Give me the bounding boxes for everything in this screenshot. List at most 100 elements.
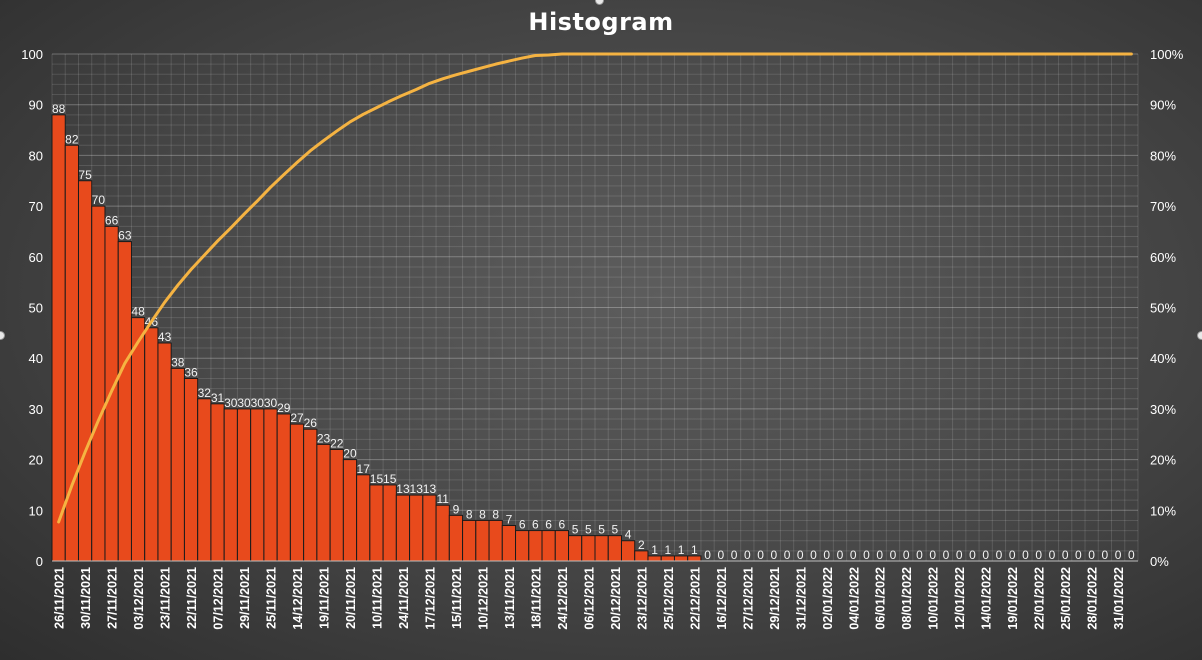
data-label: 30 (264, 396, 278, 410)
data-label: 0 (1088, 548, 1095, 562)
bar (488, 519, 503, 562)
data-label: 0 (1009, 548, 1016, 562)
data-label: 31 (211, 391, 225, 405)
chart-title: Histogram (528, 8, 674, 36)
bar (117, 241, 132, 562)
bar (157, 342, 172, 562)
data-label: 0 (1035, 548, 1042, 562)
data-label: 0 (916, 548, 923, 562)
x-tick-label: 13/11/2021 (503, 567, 517, 629)
y-tick-label: 50 (29, 301, 43, 316)
data-label: 0 (850, 548, 857, 562)
data-label: 30 (224, 396, 238, 410)
bar (475, 519, 490, 562)
data-label: 30 (237, 396, 251, 410)
resize-handle-left[interactable] (0, 331, 5, 340)
data-label: 0 (1022, 548, 1029, 562)
data-label: 0 (797, 548, 804, 562)
y-tick-label: 70 (29, 199, 43, 214)
data-label: 27 (290, 411, 304, 425)
x-tick-label: 24/12/2021 (556, 567, 570, 630)
data-label: 5 (612, 523, 619, 537)
data-label: 0 (770, 548, 777, 562)
data-label: 22 (330, 436, 344, 450)
data-label: 0 (1075, 548, 1082, 562)
x-tick-label: 22/01/2022 (1033, 567, 1047, 630)
y2-tick-label: 0% (1150, 554, 1169, 569)
data-label: 38 (171, 355, 185, 369)
bar (183, 377, 199, 562)
data-label: 13 (423, 482, 437, 496)
data-label: 8 (492, 507, 499, 521)
resize-handle-right[interactable] (1197, 331, 1202, 340)
data-label: 9 (453, 502, 460, 516)
bar (528, 530, 543, 562)
x-tick-label: 25/11/2021 (265, 567, 279, 629)
x-tick-label: 27/11/2021 (106, 567, 120, 629)
y-tick-label: 10 (29, 503, 43, 518)
data-label: 30 (251, 396, 265, 410)
data-label: 26 (304, 416, 318, 430)
x-tick-label: 23/11/2021 (159, 567, 173, 629)
data-label: 88 (52, 102, 66, 116)
x-tick-label: 26/11/2021 (53, 567, 67, 629)
x-tick-label: 20/11/2021 (344, 567, 358, 629)
data-label: 0 (731, 548, 738, 562)
data-label: 0 (1102, 548, 1109, 562)
data-label: 6 (559, 518, 566, 532)
data-label: 15 (383, 472, 397, 486)
data-label: 13 (396, 482, 410, 496)
data-label: 29 (277, 401, 291, 415)
y-tick-label: 80 (29, 148, 43, 163)
x-tick-label: 08/01/2022 (900, 567, 914, 630)
data-label: 0 (1115, 548, 1122, 562)
data-label: 5 (585, 523, 592, 537)
x-tick-label: 06/01/2022 (874, 567, 888, 630)
x-tick-label: 24/11/2021 (397, 567, 411, 629)
x-tick-label: 25/12/2021 (662, 567, 676, 630)
data-label: 20 (343, 447, 357, 461)
data-label: 13 (410, 482, 424, 496)
data-label: 48 (131, 305, 145, 319)
bar (77, 180, 93, 562)
data-label: 6 (545, 518, 552, 532)
data-label: 0 (704, 548, 711, 562)
data-label: 0 (823, 548, 830, 562)
data-label: 66 (105, 213, 119, 227)
data-label: 32 (198, 386, 212, 400)
data-label: 7 (506, 513, 513, 527)
bar (250, 408, 265, 562)
resize-handle-top[interactable] (595, 0, 604, 5)
bar (356, 474, 371, 562)
data-label: 0 (810, 548, 817, 562)
y2-tick-label: 70% (1150, 199, 1176, 214)
x-tick-label: 22/11/2021 (185, 567, 199, 629)
bar (515, 530, 530, 562)
bar (329, 448, 344, 562)
y-tick-label: 40 (29, 351, 43, 366)
data-label: 0 (717, 548, 724, 562)
data-label: 1 (664, 543, 671, 557)
data-label: 0 (929, 548, 936, 562)
data-label: 6 (519, 518, 526, 532)
bar (620, 540, 636, 562)
x-tick-label: 02/01/2022 (821, 567, 835, 630)
x-tick-label: 04/01/2022 (847, 567, 861, 630)
x-tick-label: 10/01/2022 (927, 567, 941, 630)
x-tick-label: 23/12/2021 (635, 567, 649, 630)
data-label: 23 (317, 431, 331, 445)
bar (316, 443, 331, 562)
y2-tick-label: 50% (1150, 301, 1176, 316)
bar (144, 327, 159, 562)
bar (197, 398, 212, 562)
data-label: 43 (158, 330, 172, 344)
y2-tick-label: 20% (1150, 453, 1176, 468)
data-label: 8 (479, 507, 486, 521)
x-tick-label: 29/11/2021 (238, 567, 252, 629)
y2-tick-label: 100% (1150, 47, 1184, 62)
x-tick-label: 27/12/2021 (741, 567, 755, 630)
data-label: 5 (598, 523, 605, 537)
bar (382, 484, 397, 562)
x-tick-label: 06/12/2021 (582, 567, 596, 630)
